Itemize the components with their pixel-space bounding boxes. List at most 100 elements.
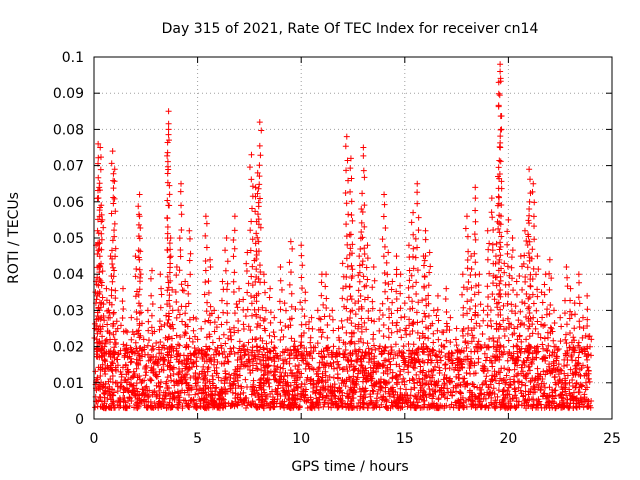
data-point [495,90,502,97]
band-point [420,387,427,394]
data-point [98,260,105,267]
data-point [144,307,151,314]
data-point [468,253,475,260]
band-point [542,371,549,378]
data-point [185,343,192,350]
band-point [118,379,125,386]
band-point [246,367,253,374]
band-point [472,370,479,377]
band-point [190,396,197,403]
band-point [362,348,369,355]
data-point [557,338,564,345]
data-point [112,245,119,252]
band-point [445,354,452,361]
data-point [166,191,173,198]
data-point [95,247,102,254]
data-point [389,278,396,285]
band-point [287,402,294,409]
data-point [485,246,492,253]
band-point [575,389,582,396]
y-tick-label: 0.05 [53,231,84,247]
band-point [204,365,211,372]
data-point [524,241,531,248]
band-point [133,385,140,392]
data-point [128,336,135,343]
band-point [179,387,186,394]
data-point [471,291,478,298]
data-point [248,292,255,299]
band-point [109,379,116,386]
band-point [487,378,494,385]
band-point [167,395,174,402]
data-point [475,289,482,296]
band-point [382,379,389,386]
band-point [260,382,267,389]
data-point [135,203,142,210]
data-point [526,212,533,219]
data-point [397,282,404,289]
band-point [525,388,532,395]
band-point [189,338,196,345]
band-point [286,397,293,404]
data-point [358,305,365,312]
data-point [347,314,354,321]
band-point [399,379,406,386]
data-point [136,266,143,273]
data-point [355,321,362,328]
band-point [382,368,389,375]
band-point [214,358,221,365]
data-point [430,330,437,337]
data-point [481,350,488,357]
data-point [302,297,309,304]
data-point [162,334,169,341]
band-point [410,401,417,408]
data-point [111,220,118,227]
band-point [264,345,271,352]
data-point [430,339,437,346]
data-point [107,314,114,321]
band-point [523,405,530,412]
data-point [255,290,262,297]
band-point [201,368,208,375]
data-point [219,351,226,358]
data-point [388,329,395,336]
data-point [348,198,355,205]
data-point [483,344,490,351]
x-tick-label: 20 [499,431,517,447]
data-point [388,310,395,317]
band-point [573,379,580,386]
band-point [534,381,541,388]
data-point [462,356,469,363]
data-point [165,357,172,364]
data-point [464,330,471,337]
data-point [111,166,118,173]
data-point [355,298,362,305]
data-point [490,335,497,342]
data-point [531,223,538,230]
data-point [513,356,520,363]
data-point [435,336,442,343]
data-point [111,344,118,351]
data-point [182,310,189,317]
x-tick-label: 25 [603,431,621,447]
data-point [534,318,541,325]
band-point [431,388,438,395]
data-point [175,307,182,314]
band-point [564,357,571,364]
band-point [210,402,217,409]
band-point [279,384,286,391]
data-point [376,343,383,350]
band-point [453,388,460,395]
band-point [184,402,191,409]
band-point [242,376,249,383]
data-point [95,264,102,271]
data-point [525,250,532,257]
band-point [304,351,311,358]
data-point [419,318,426,325]
data-point [546,352,553,359]
data-point [187,250,194,257]
band-point [193,363,200,370]
band-point [568,311,575,318]
band-point [566,344,573,351]
x-tick-label: 5 [193,431,202,447]
